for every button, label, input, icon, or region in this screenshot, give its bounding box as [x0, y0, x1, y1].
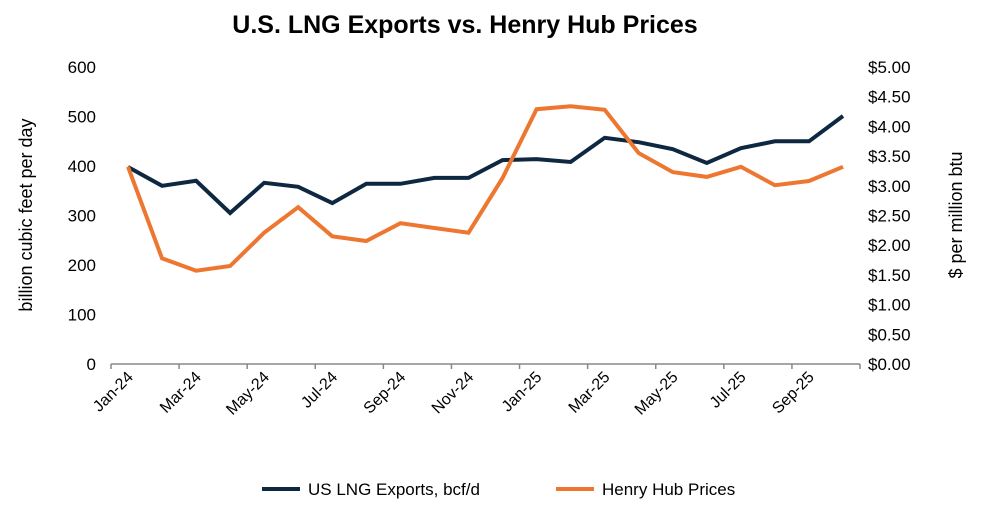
y-left-tick-label: 400 [68, 157, 96, 176]
y-left-tick-label: 200 [68, 256, 96, 275]
x-tick-label: May-24 [223, 369, 273, 419]
x-tick-label: Jul-25 [707, 369, 750, 412]
y-left-tick-label: 300 [68, 207, 96, 226]
y-left-tick-label: 500 [68, 108, 96, 127]
y-right-tick-label: $5.00 [868, 58, 911, 77]
legend-label: Henry Hub Prices [602, 480, 735, 499]
y-left-tick-label: 600 [68, 58, 96, 77]
series-line-lng-exports [128, 116, 843, 213]
y-right-tick-label: $2.00 [868, 236, 911, 255]
y-right-tick-label: $1.50 [868, 266, 911, 285]
x-tick-label: May-25 [632, 369, 682, 419]
x-tick-label: Nov-24 [429, 369, 478, 418]
legend: US LNG Exports, bcf/d Henry Hub Prices [262, 480, 735, 499]
x-tick-label: Jul-24 [298, 369, 341, 412]
y-axis-right-label: $ per million btu [946, 151, 966, 278]
chart-title: U.S. LNG Exports vs. Henry Hub Prices [232, 11, 697, 39]
x-tick-label: Mar-24 [157, 369, 205, 417]
y-right-tick-label: $0.00 [868, 355, 911, 374]
x-tick-label: Jan-24 [90, 369, 137, 416]
y-left-tick-label: 0 [87, 355, 96, 374]
y-right-tick-label: $1.00 [868, 296, 911, 315]
x-tick-label: Mar-25 [566, 369, 614, 417]
x-tick-label: Jan-25 [499, 369, 546, 416]
y-left-tick-label: 100 [68, 306, 96, 325]
y-axis-left-label: billion cubic feet per day [16, 118, 36, 311]
series-line-henry-hub [128, 106, 843, 271]
legend-label: US LNG Exports, bcf/d [308, 480, 480, 499]
y-right-tick-label: $4.00 [868, 117, 911, 136]
y-right-tick-label: $4.50 [868, 88, 911, 107]
y-right-tick-label: $3.00 [868, 177, 911, 196]
y-right-tick-label: $0.50 [868, 325, 911, 344]
y-right-tick-label: $3.50 [868, 147, 911, 166]
x-tick-label: Sep-24 [361, 369, 410, 418]
y-right-tick-label: $2.50 [868, 207, 911, 226]
x-tick-label: Sep-25 [769, 369, 818, 418]
